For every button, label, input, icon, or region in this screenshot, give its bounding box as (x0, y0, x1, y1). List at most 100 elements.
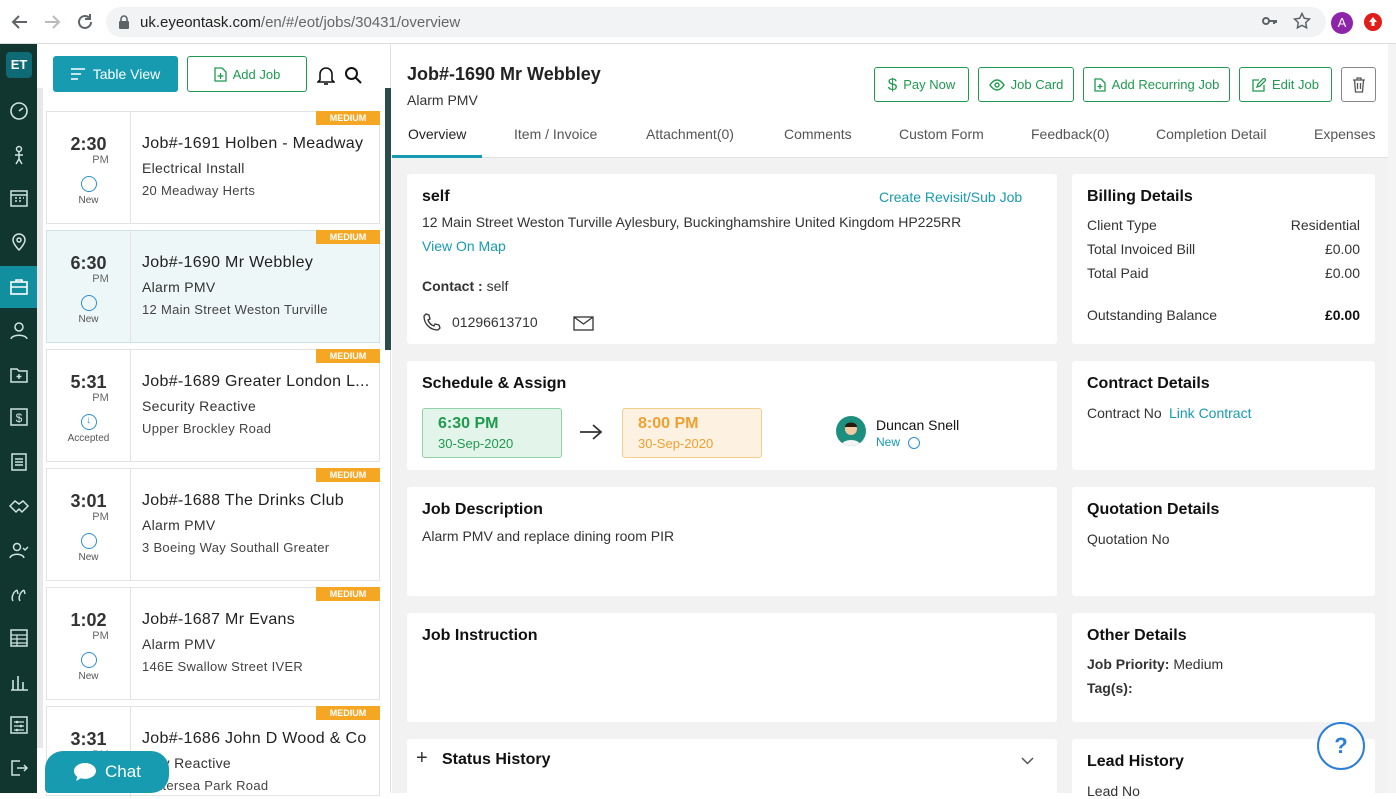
team-icon[interactable] (8, 539, 30, 561)
add-recurring-job-button[interactable]: Add Recurring Job (1083, 67, 1230, 102)
outstanding-value: £0.00 (1324, 307, 1360, 323)
app-logo[interactable]: ET (6, 52, 32, 78)
url-text: uk.eyeontask.com/en/#/eot/jobs/30431/ove… (140, 14, 461, 31)
view-on-map-link[interactable]: View On Map (422, 238, 506, 254)
job-card[interactable]: 1:02 PM New MEDIUM Job#-1687 Mr Evans Al… (46, 587, 380, 700)
dashboard-icon[interactable] (8, 100, 30, 122)
folder-icon[interactable] (8, 363, 30, 385)
paid-label: Total Paid (1087, 265, 1149, 281)
status-history-card[interactable]: + Status History (407, 739, 1057, 799)
document-icon[interactable] (8, 451, 30, 473)
delete-button[interactable] (1341, 67, 1376, 102)
instruction-title: Job Instruction (422, 627, 538, 644)
start-time-box[interactable]: 6:30 PM 30-Sep-2020 (422, 408, 562, 458)
jobs-briefcase-icon[interactable] (0, 266, 37, 308)
handshake-icon[interactable] (8, 495, 30, 517)
add-file-icon (1094, 77, 1106, 92)
chat-button[interactable]: Chat (45, 751, 169, 793)
settings-icon[interactable] (8, 714, 30, 736)
add-job-label: Add Job (232, 66, 281, 82)
tab-expenses[interactable]: Expenses (1314, 126, 1376, 142)
tab-overview[interactable]: Overview (408, 126, 467, 142)
status-new-icon (908, 437, 920, 449)
add-job-button[interactable]: Add Job (187, 56, 307, 92)
contract-card: Contract Details Contract No Link Contra… (1072, 361, 1375, 470)
link-contract-link[interactable]: Link Contract (1169, 405, 1252, 421)
edit-job-button[interactable]: Edit Job (1239, 67, 1332, 102)
eye-icon (988, 78, 1005, 91)
job-time-column: 6:30 PM New (47, 231, 131, 342)
leads-icon[interactable] (8, 583, 30, 605)
page-title: Job#-1690 Mr Webbley (407, 64, 601, 84)
job-title: Job#-1686 John D Wood & Co (142, 730, 367, 747)
client-card: self Create Revisit/Sub Job 12 Main Stre… (407, 174, 1057, 344)
quotation-no-label: Quotation No (1087, 531, 1170, 547)
dollar-icon[interactable]: $ (8, 406, 30, 428)
list-scrollbar-left[interactable] (37, 88, 43, 748)
email-icon[interactable] (573, 316, 594, 331)
quotation-title: Quotation Details (1087, 501, 1220, 518)
list-scrollbar[interactable] (385, 88, 391, 350)
tab-completion-detail[interactable]: Completion Detail (1156, 126, 1267, 142)
edit-icon (1252, 77, 1266, 92)
tab-feedback[interactable]: Feedback(0) (1031, 126, 1110, 142)
logout-icon[interactable] (8, 757, 30, 779)
pay-now-button[interactable]: $ Pay Now (874, 67, 969, 102)
table-icon[interactable] (8, 627, 30, 649)
client-icon[interactable] (8, 319, 30, 341)
job-card-button[interactable]: Job Card (978, 67, 1074, 102)
profile-avatar[interactable]: A (1331, 12, 1353, 34)
forward-icon[interactable] (42, 12, 62, 32)
map-pin-icon[interactable] (8, 231, 30, 253)
assignee-status: New (876, 435, 901, 449)
star-icon[interactable] (1293, 12, 1311, 30)
plus-icon[interactable]: + (416, 747, 428, 769)
bell-icon[interactable] (317, 66, 335, 86)
job-ampm: PM (92, 273, 109, 285)
end-time: 8:00 PM (638, 415, 699, 432)
pay-now-label: Pay Now (903, 77, 956, 92)
job-address: Battersea Park Road (142, 778, 269, 793)
tab-attachment[interactable]: Attachment(0) (646, 126, 734, 142)
search-icon[interactable] (344, 66, 362, 84)
job-ampm: PM (92, 392, 109, 404)
job-address: 20 Meadway Herts (142, 183, 256, 198)
chevron-down-icon[interactable] (1021, 757, 1034, 765)
tab-comments[interactable]: Comments (784, 126, 852, 142)
start-time: 6:30 PM (438, 415, 499, 432)
job-card[interactable]: 2:30 PM New MEDIUM Job#-1691 Holben - Me… (46, 111, 380, 224)
key-icon[interactable] (1262, 13, 1278, 29)
instruction-card: Job Instruction (407, 613, 1057, 722)
job-card-selected[interactable]: 6:30 PM New MEDIUM Job#-1690 Mr Webbley … (46, 230, 380, 343)
quotation-card: Quotation Details Quotation No (1072, 487, 1375, 596)
client-type-value: Residential (1290, 217, 1360, 233)
job-time: 5:31 (70, 372, 107, 392)
job-time-column: 5:31 PM ↓ Accepted (47, 350, 131, 461)
priority-badge: MEDIUM (316, 230, 380, 244)
client-name: self (422, 188, 450, 205)
end-time-box[interactable]: 8:00 PM 30-Sep-2020 (622, 408, 762, 458)
svg-text:$: $ (16, 411, 23, 425)
tab-custom-form[interactable]: Custom Form (899, 126, 984, 142)
reload-icon[interactable] (75, 12, 95, 32)
create-revisit-link[interactable]: Create Revisit/Sub Job (879, 189, 1023, 205)
chart-icon[interactable] (8, 671, 30, 693)
table-view-button[interactable]: Table View (53, 56, 178, 92)
back-icon[interactable] (10, 12, 30, 32)
extension-icon[interactable] (1364, 13, 1382, 31)
worker-icon[interactable] (8, 144, 30, 166)
add-file-icon (213, 66, 227, 82)
calendar-icon[interactable] (8, 187, 30, 209)
contract-title: Contract Details (1087, 375, 1210, 392)
job-time-column: 1:02 PM New (47, 588, 131, 699)
other-details-card: Other Details Job Priority: Medium Tag(s… (1072, 613, 1375, 722)
phone-number[interactable]: 01296613710 (452, 314, 538, 330)
arrow-right-icon (579, 423, 603, 441)
job-card[interactable]: 3:01 PM New MEDIUM Job#-1688 The Drinks … (46, 468, 380, 581)
tab-item-invoice[interactable]: Item / Invoice (514, 126, 598, 142)
address-bar[interactable]: uk.eyeontask.com/en/#/eot/jobs/30431/ove… (106, 7, 1326, 37)
help-button[interactable]: ? (1317, 722, 1365, 770)
main-scrollbar[interactable] (1388, 44, 1396, 793)
job-card[interactable]: 5:31 PM ↓ Accepted MEDIUM Job#-1689 Grea… (46, 349, 380, 462)
invoiced-label: Total Invoiced Bill (1087, 241, 1196, 257)
